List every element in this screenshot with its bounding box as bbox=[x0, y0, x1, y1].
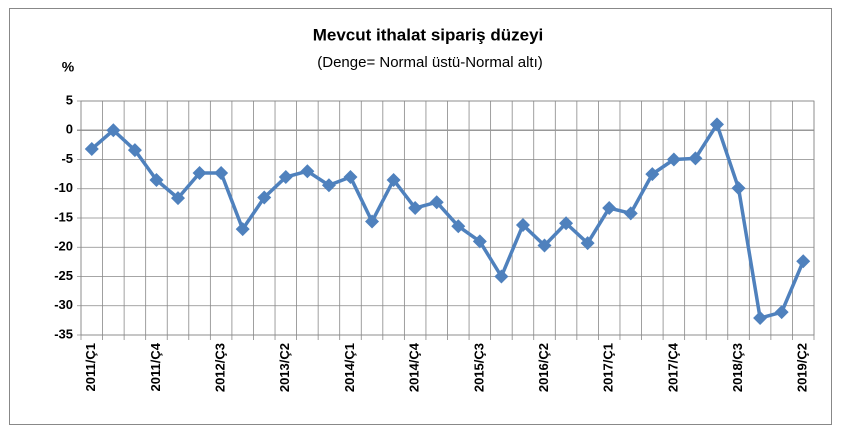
data-marker bbox=[559, 216, 574, 231]
x-tick-label: 2013/Ç2 bbox=[277, 343, 292, 392]
x-tick-label: 2014/Ç1 bbox=[342, 343, 357, 392]
data-marker bbox=[192, 165, 207, 180]
x-tick-label: 2019/Ç2 bbox=[795, 343, 810, 392]
x-tick-label: 2017/Ç4 bbox=[665, 342, 680, 392]
x-tick-label: 2017/Ç1 bbox=[601, 343, 616, 392]
x-tick-label: 2014/Ç4 bbox=[407, 342, 422, 392]
chart-title: Mevcut ithalat sipariş düzeyi bbox=[313, 25, 544, 44]
data-marker bbox=[796, 254, 811, 269]
data-marker bbox=[753, 311, 768, 326]
y-tick-label: -10 bbox=[54, 180, 73, 195]
data-marker bbox=[214, 165, 229, 180]
data-marker bbox=[494, 269, 509, 284]
data-marker bbox=[343, 170, 358, 185]
data-marker bbox=[149, 172, 164, 187]
y-axis-label: % bbox=[62, 59, 75, 75]
data-line bbox=[90, 122, 805, 320]
y-tick-label: -25 bbox=[54, 268, 73, 283]
data-marker bbox=[580, 236, 595, 251]
y-tick-label: 5 bbox=[66, 92, 73, 107]
data-marker bbox=[688, 151, 703, 166]
x-tick-label: 2011/Ç1 bbox=[83, 343, 98, 391]
data-marker bbox=[84, 141, 99, 156]
y-tick-label: -35 bbox=[54, 326, 73, 341]
data-marker bbox=[429, 195, 444, 210]
data-marker bbox=[300, 164, 315, 179]
data-marker bbox=[386, 172, 401, 187]
y-tick-label: -5 bbox=[61, 151, 73, 166]
data-marker bbox=[235, 222, 250, 237]
data-marker bbox=[709, 117, 724, 132]
data-marker bbox=[774, 305, 789, 320]
chart-border bbox=[9, 8, 832, 425]
y-tick-label: 0 bbox=[66, 122, 73, 137]
data-marker bbox=[602, 201, 617, 216]
y-tick-label: -20 bbox=[54, 239, 73, 254]
data-marker bbox=[623, 206, 638, 221]
x-tick-label: 2015/Ç3 bbox=[471, 343, 486, 392]
x-tick-label: 2016/Ç2 bbox=[536, 343, 551, 392]
data-marker bbox=[666, 152, 681, 167]
data-marker bbox=[645, 167, 660, 182]
data-marker bbox=[451, 219, 466, 234]
data-marker bbox=[321, 178, 336, 193]
plot-area bbox=[80, 100, 815, 336]
data-marker bbox=[257, 190, 272, 205]
data-marker bbox=[106, 123, 121, 138]
data-marker bbox=[127, 143, 142, 158]
data-marker bbox=[537, 238, 552, 253]
data-marker bbox=[731, 181, 746, 196]
data-marker bbox=[408, 201, 423, 216]
x-tick-label: 2018/Ç3 bbox=[730, 343, 745, 392]
x-tick-label: 2011/Ç4 bbox=[148, 342, 163, 391]
data-marker bbox=[365, 214, 380, 229]
data-marker bbox=[278, 170, 293, 185]
y-tick-label: -30 bbox=[54, 297, 73, 312]
data-marker bbox=[515, 218, 530, 233]
data-marker bbox=[171, 191, 186, 206]
y-tick-label: -15 bbox=[54, 209, 73, 224]
x-tick-label: 2012/Ç3 bbox=[213, 343, 228, 392]
chart-subtitle: (Denge= Normal üstü-Normal altı) bbox=[317, 54, 543, 71]
data-marker bbox=[472, 234, 487, 249]
